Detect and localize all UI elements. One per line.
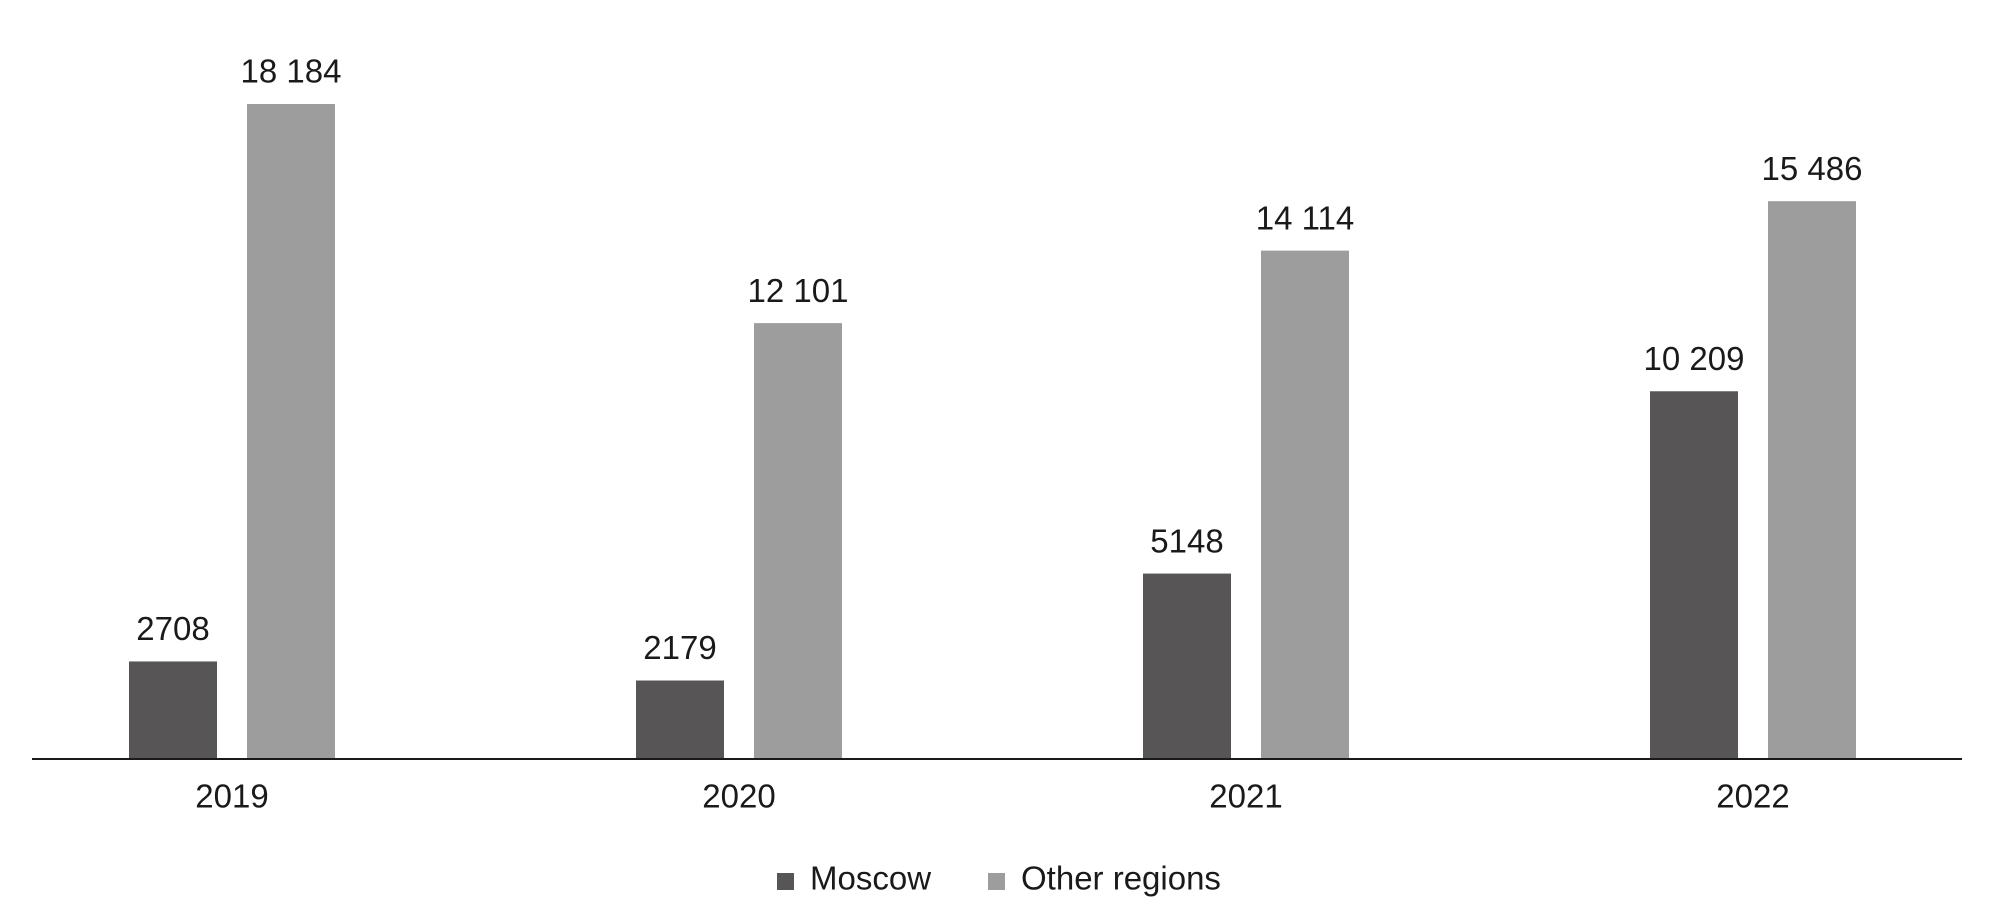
x-tick-label: 2019 [195, 778, 268, 815]
value-label: 14 114 [1256, 199, 1354, 236]
bar [1768, 201, 1856, 760]
value-label: 12 101 [748, 272, 849, 309]
value-label: 10 209 [1644, 340, 1745, 377]
value-label: 2708 [136, 610, 209, 647]
x-tick-label: 2020 [702, 778, 775, 815]
bar [636, 680, 724, 759]
x-tick-label: 2021 [1209, 778, 1282, 815]
bar [129, 661, 217, 759]
legend-swatch [777, 873, 794, 890]
value-label: 2179 [643, 629, 716, 666]
value-label: 18 184 [241, 53, 342, 90]
legend-label: Moscow [810, 860, 931, 897]
bar [1261, 250, 1349, 759]
bar [247, 104, 335, 759]
value-label: 15 486 [1762, 150, 1863, 187]
legend-label: Other regions [1021, 860, 1221, 897]
bar [1143, 573, 1231, 759]
legend-swatch [988, 873, 1005, 890]
x-tick-label: 2022 [1716, 778, 1789, 815]
value-label: 5148 [1150, 522, 1223, 559]
bar [754, 323, 842, 759]
bar [1650, 391, 1738, 759]
